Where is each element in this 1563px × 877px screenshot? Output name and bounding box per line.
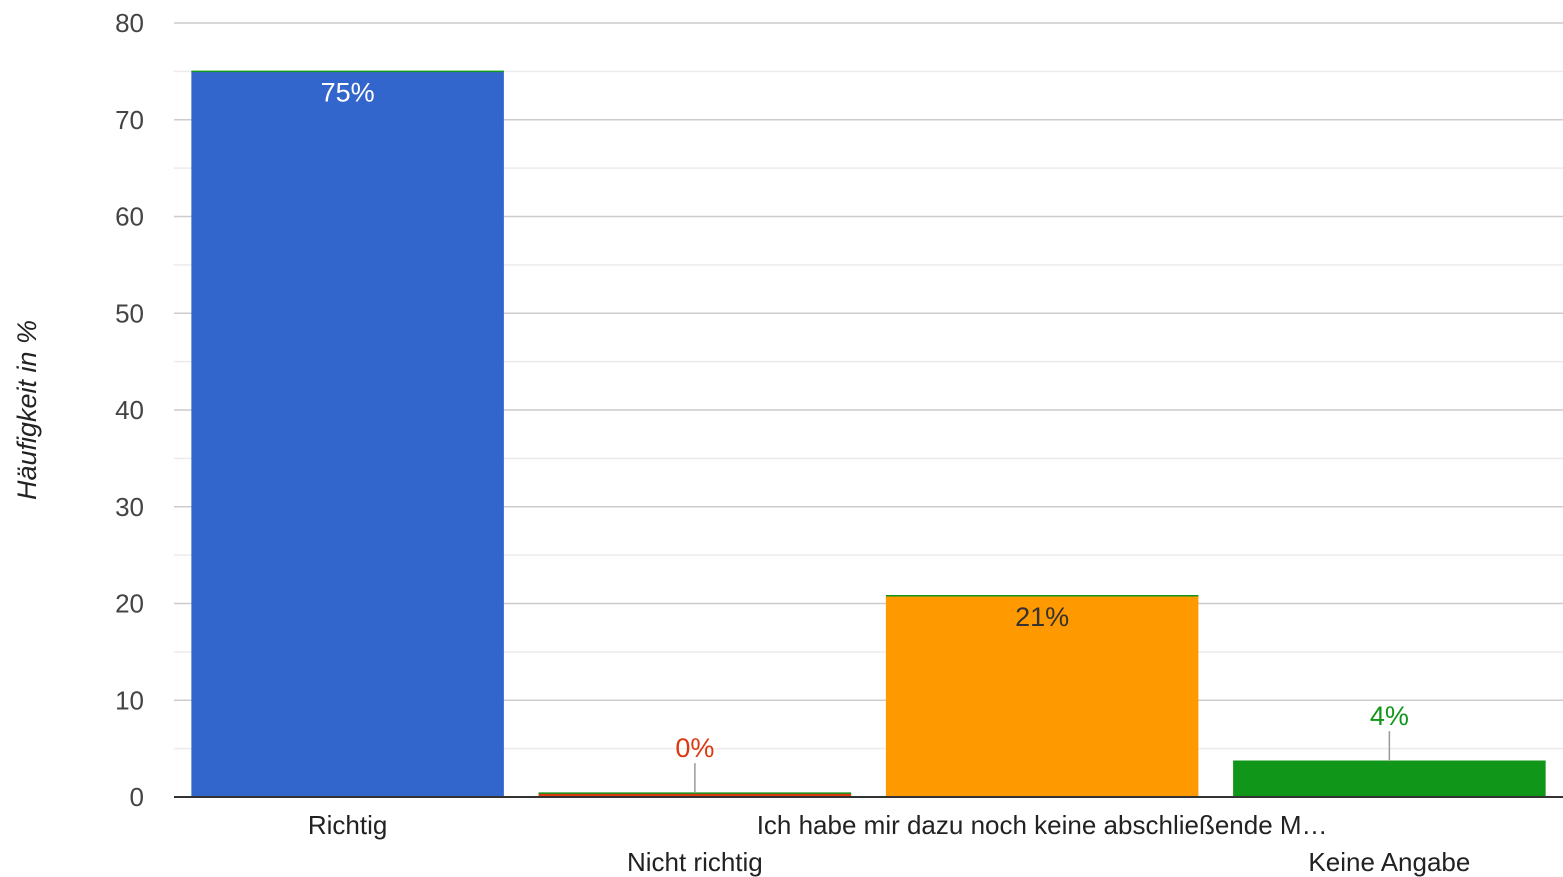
y-tick-label: 40 — [115, 395, 144, 425]
y-tick-label: 10 — [115, 685, 144, 715]
x-category-label: Keine Angabe — [1308, 847, 1470, 877]
bar — [1233, 761, 1546, 797]
y-tick-label: 60 — [115, 202, 144, 232]
y-tick-label: 30 — [115, 492, 144, 522]
bar — [538, 793, 852, 797]
bar — [191, 71, 504, 797]
data-label: 75% — [321, 77, 375, 107]
y-tick-label: 50 — [115, 298, 144, 328]
data-label: 21% — [1015, 602, 1069, 632]
data-label: 4% — [1370, 701, 1409, 731]
y-tick-label: 20 — [115, 589, 144, 619]
data-label: 0% — [675, 733, 714, 763]
x-category-label: Richtig — [308, 810, 387, 840]
y-tick-label: 0 — [130, 782, 144, 812]
y-tick-label: 80 — [115, 8, 144, 38]
x-category-label: Ich habe mir dazu noch keine abschließen… — [757, 810, 1328, 840]
y-axis-title: Häufigkeit in % — [12, 320, 42, 500]
y-tick-label: 70 — [115, 105, 144, 135]
x-category-label: Nicht richtig — [627, 847, 763, 877]
bar — [885, 595, 1199, 797]
